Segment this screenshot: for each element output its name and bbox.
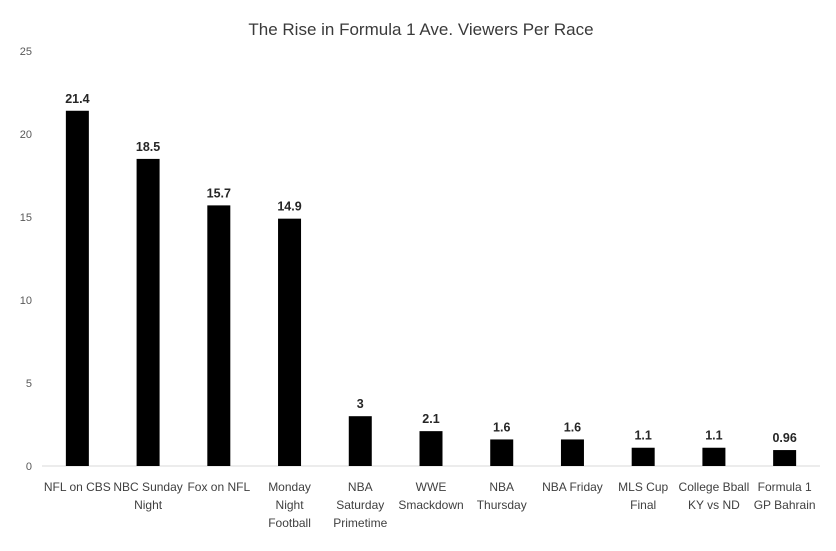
bar (278, 218, 302, 466)
x-tick-label: WWE Smackdown (398, 480, 463, 512)
x-tick-label: College Bball KY vs ND (679, 480, 750, 512)
y-tick-label: 15 (20, 212, 32, 224)
x-tick-label: NFL on CBS (44, 480, 111, 494)
bar (631, 447, 655, 466)
chart-title: The Rise in Formula 1 Ave. Viewers Per R… (248, 20, 593, 39)
bars (65, 110, 797, 466)
x-tick-label: NBC Sunday Night (113, 480, 182, 512)
y-tick-label: 5 (26, 378, 32, 390)
x-tick-label: NBA Thursday (477, 480, 527, 512)
x-tick-label: NBA Saturday Primetime (333, 480, 387, 530)
data-label: 21.4 (65, 92, 89, 106)
data-label: 15.7 (207, 186, 231, 200)
x-axis-ticks: NFL on CBS NBC Sunday Night Fox on NFL Monda… (44, 480, 816, 530)
bar (419, 431, 443, 466)
bar (348, 416, 372, 466)
bar (490, 439, 514, 466)
y-tick-label: 10 (20, 295, 32, 307)
x-tick-label: Formula 1 GP Bahrain (754, 480, 816, 512)
bar (560, 439, 584, 466)
y-tick-label: 20 (20, 129, 32, 141)
bar (702, 447, 726, 466)
data-label: 1.6 (493, 420, 510, 434)
data-label: 1.1 (634, 429, 651, 443)
bar (773, 450, 797, 466)
bar (136, 158, 160, 466)
y-axis-ticks: 0 5 10 15 20 25 (20, 46, 32, 473)
data-label: 3 (357, 397, 364, 411)
data-label: 1.6 (564, 420, 581, 434)
data-label: 18.5 (136, 140, 160, 154)
x-tick-label: NBA Friday (542, 480, 603, 494)
data-label: 1.1 (705, 429, 722, 443)
data-label: 0.96 (772, 431, 796, 445)
y-tick-label: 0 (26, 461, 32, 473)
x-tick-label: MLS Cup Final (618, 480, 668, 512)
x-tick-label: Monday Night Football (268, 480, 311, 530)
x-tick-label: Fox on NFL (187, 480, 250, 494)
data-labels: 21.4 18.5 15.7 14.9 3 2.1 1.6 1.6 1.1 1.1 0.96 (65, 92, 797, 445)
data-label: 14.9 (277, 200, 301, 214)
data-label: 2.1 (422, 412, 439, 426)
bar (207, 205, 231, 466)
bar (65, 110, 89, 466)
y-tick-label: 25 (20, 46, 32, 58)
